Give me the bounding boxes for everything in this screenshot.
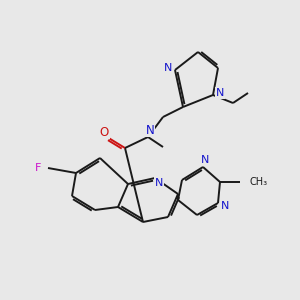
Text: N: N: [216, 88, 224, 98]
Text: O: O: [99, 125, 109, 139]
Text: F: F: [35, 163, 41, 173]
Text: CH₃: CH₃: [249, 177, 267, 187]
Text: N: N: [201, 155, 209, 165]
Text: N: N: [155, 178, 163, 188]
Text: N: N: [146, 124, 154, 136]
Text: N: N: [221, 201, 229, 211]
Text: N: N: [164, 63, 172, 73]
